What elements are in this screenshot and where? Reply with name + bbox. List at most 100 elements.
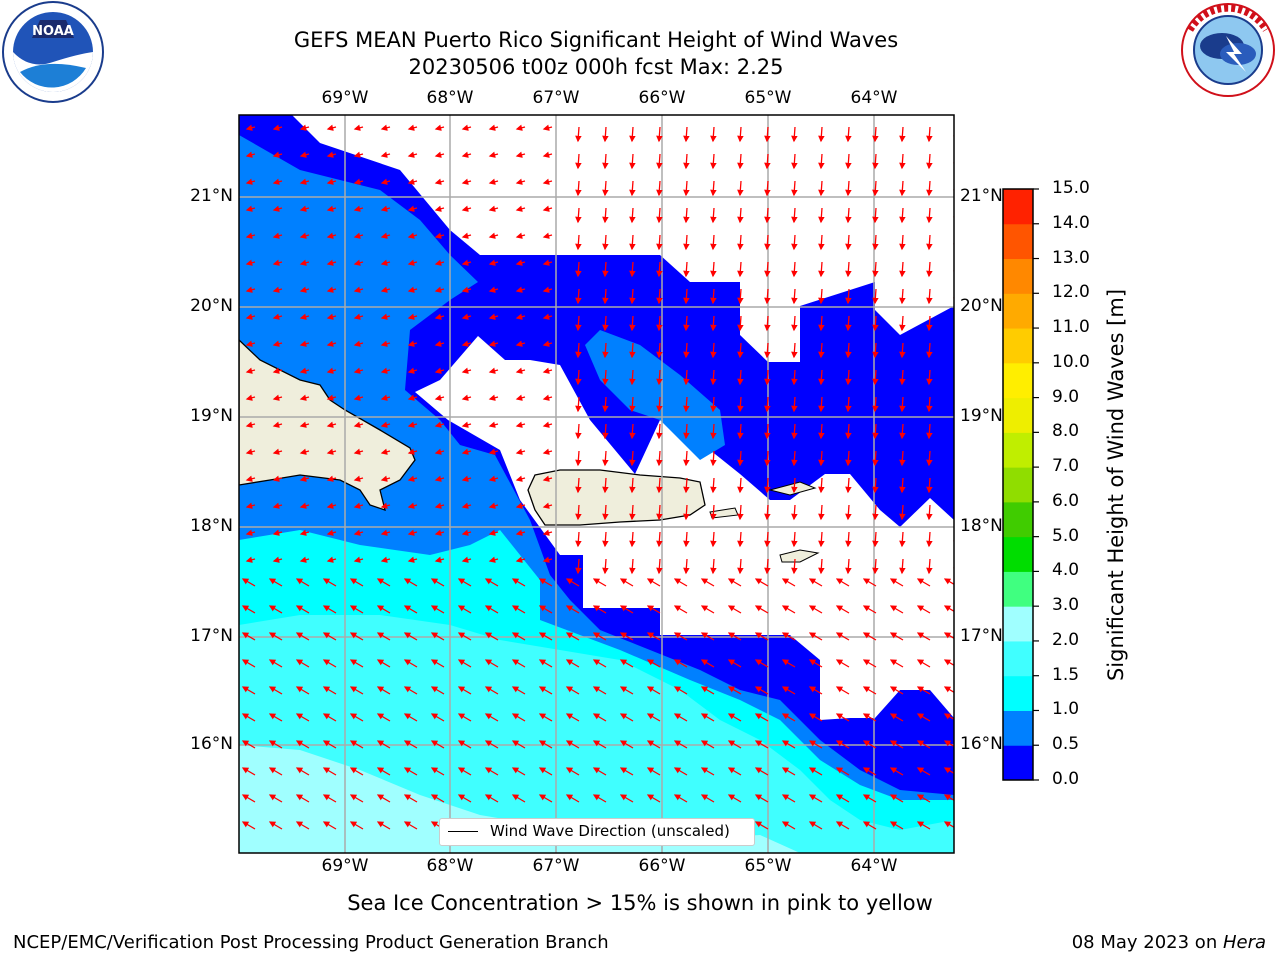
wind-arrow	[835, 659, 850, 668]
lat-label-right: 18°N	[960, 516, 1003, 536]
wind-arrow	[764, 450, 771, 467]
wind-arrow	[953, 405, 954, 413]
wind-arrow	[299, 205, 310, 212]
wind-arrow	[899, 207, 906, 224]
wind-arrow	[700, 686, 715, 695]
wind-arrow	[272, 313, 283, 320]
wind-arrow	[602, 396, 609, 413]
wind-arrow	[710, 369, 717, 386]
wind-arrow	[710, 207, 717, 224]
wind-arrow	[326, 124, 337, 131]
wind-arrow	[629, 234, 636, 251]
wind-arrow	[683, 369, 690, 386]
wind-arrow	[700, 713, 715, 722]
wind-arrow	[430, 632, 445, 641]
footer-credit: NCEP/EMC/Verification Post Processing Pr…	[13, 932, 609, 953]
footer-date-text: 08 May 2023 on	[1071, 932, 1223, 953]
wind-arrow	[538, 686, 553, 695]
wind-arrow	[295, 659, 310, 668]
wind-arrow	[953, 216, 954, 224]
wind-arrow	[602, 504, 609, 521]
wind-arrow	[353, 502, 364, 509]
wind-arrow	[737, 207, 744, 224]
wind-arrow	[575, 153, 582, 170]
wind-arrow	[737, 423, 744, 440]
wind-arrow	[916, 821, 931, 830]
wind-arrow	[268, 605, 283, 614]
wind-arrow	[926, 207, 933, 224]
wind-arrow	[322, 713, 337, 722]
wind-arrow	[943, 659, 954, 667]
wind-arrow	[764, 423, 771, 440]
wind-arrow	[434, 313, 445, 320]
wind-arrow	[272, 124, 283, 131]
lat-label-right: 20°N	[960, 296, 1003, 316]
wind-arrow	[376, 659, 391, 668]
wind-arrow	[710, 261, 717, 278]
wind-arrow	[272, 340, 283, 347]
wind-arrow	[403, 659, 418, 668]
colorbar-tick-label: 0.0	[1052, 769, 1080, 789]
colorbar-tick-label: 3.0	[1052, 595, 1080, 616]
wind-arrow	[889, 605, 904, 614]
wind-arrow	[602, 126, 609, 143]
wind-arrow	[619, 713, 634, 722]
wind-arrow	[272, 232, 283, 239]
lat-label-right: 17°N	[960, 626, 1003, 646]
wind-arrow	[457, 578, 472, 587]
footer-date: 08 May 2023 on Hera	[1072, 932, 1266, 953]
wind-arrow	[353, 556, 364, 563]
wind-arrow	[764, 234, 771, 251]
wind-arrow	[430, 740, 445, 749]
wind-arrow	[646, 713, 661, 722]
wind-arrow	[656, 531, 663, 548]
wind-arrow	[602, 288, 609, 305]
wind-arrow	[656, 180, 663, 197]
wind-arrow	[656, 369, 663, 386]
wind-arrow	[872, 315, 879, 332]
wind-arrow	[322, 821, 337, 830]
wind-arrow	[245, 232, 256, 239]
wind-arrow	[808, 821, 823, 830]
wind-arrow	[764, 207, 771, 224]
wind-arrow	[272, 448, 283, 455]
wind-arrow	[353, 313, 364, 320]
wind-arrow	[515, 205, 526, 212]
wind-arrow	[272, 178, 283, 185]
wind-arrow	[835, 686, 850, 695]
st-croix	[779, 549, 820, 563]
wind-arrow	[592, 767, 607, 776]
wind-arrow	[542, 232, 553, 239]
wind-arrow	[872, 153, 879, 170]
wind-arrow	[407, 124, 418, 131]
wind-arrow	[542, 421, 553, 428]
wind-arrow	[430, 794, 445, 803]
wind-arrow	[322, 605, 337, 614]
wind-arrow	[791, 423, 798, 440]
wind-arrow	[926, 423, 933, 440]
wind-arrow	[791, 234, 798, 251]
wind-arrow	[889, 794, 904, 803]
wind-arrow	[542, 205, 553, 212]
wind-arrow	[899, 234, 906, 251]
wind-arrow	[380, 286, 391, 293]
wind-arrow	[835, 767, 850, 776]
wind-arrow	[646, 740, 661, 749]
wind-arrow	[629, 261, 636, 278]
wind-arrow	[673, 794, 688, 803]
wind-arrow	[737, 531, 744, 548]
wind-arrow	[818, 234, 825, 251]
wind-arrow	[295, 794, 310, 803]
wind-arrow	[575, 531, 582, 548]
wind-arrow	[673, 659, 688, 668]
wind-arrow	[353, 232, 364, 239]
wind-arrow	[407, 421, 418, 428]
wind-arrow	[299, 529, 310, 536]
wind-arrow	[434, 259, 445, 266]
wind-arrow	[700, 794, 715, 803]
wind-arrow	[764, 342, 771, 359]
wind-arrow	[592, 605, 607, 614]
wind-arrow	[629, 450, 636, 467]
wind-arrow	[683, 531, 690, 548]
wind-arrow	[673, 740, 688, 749]
